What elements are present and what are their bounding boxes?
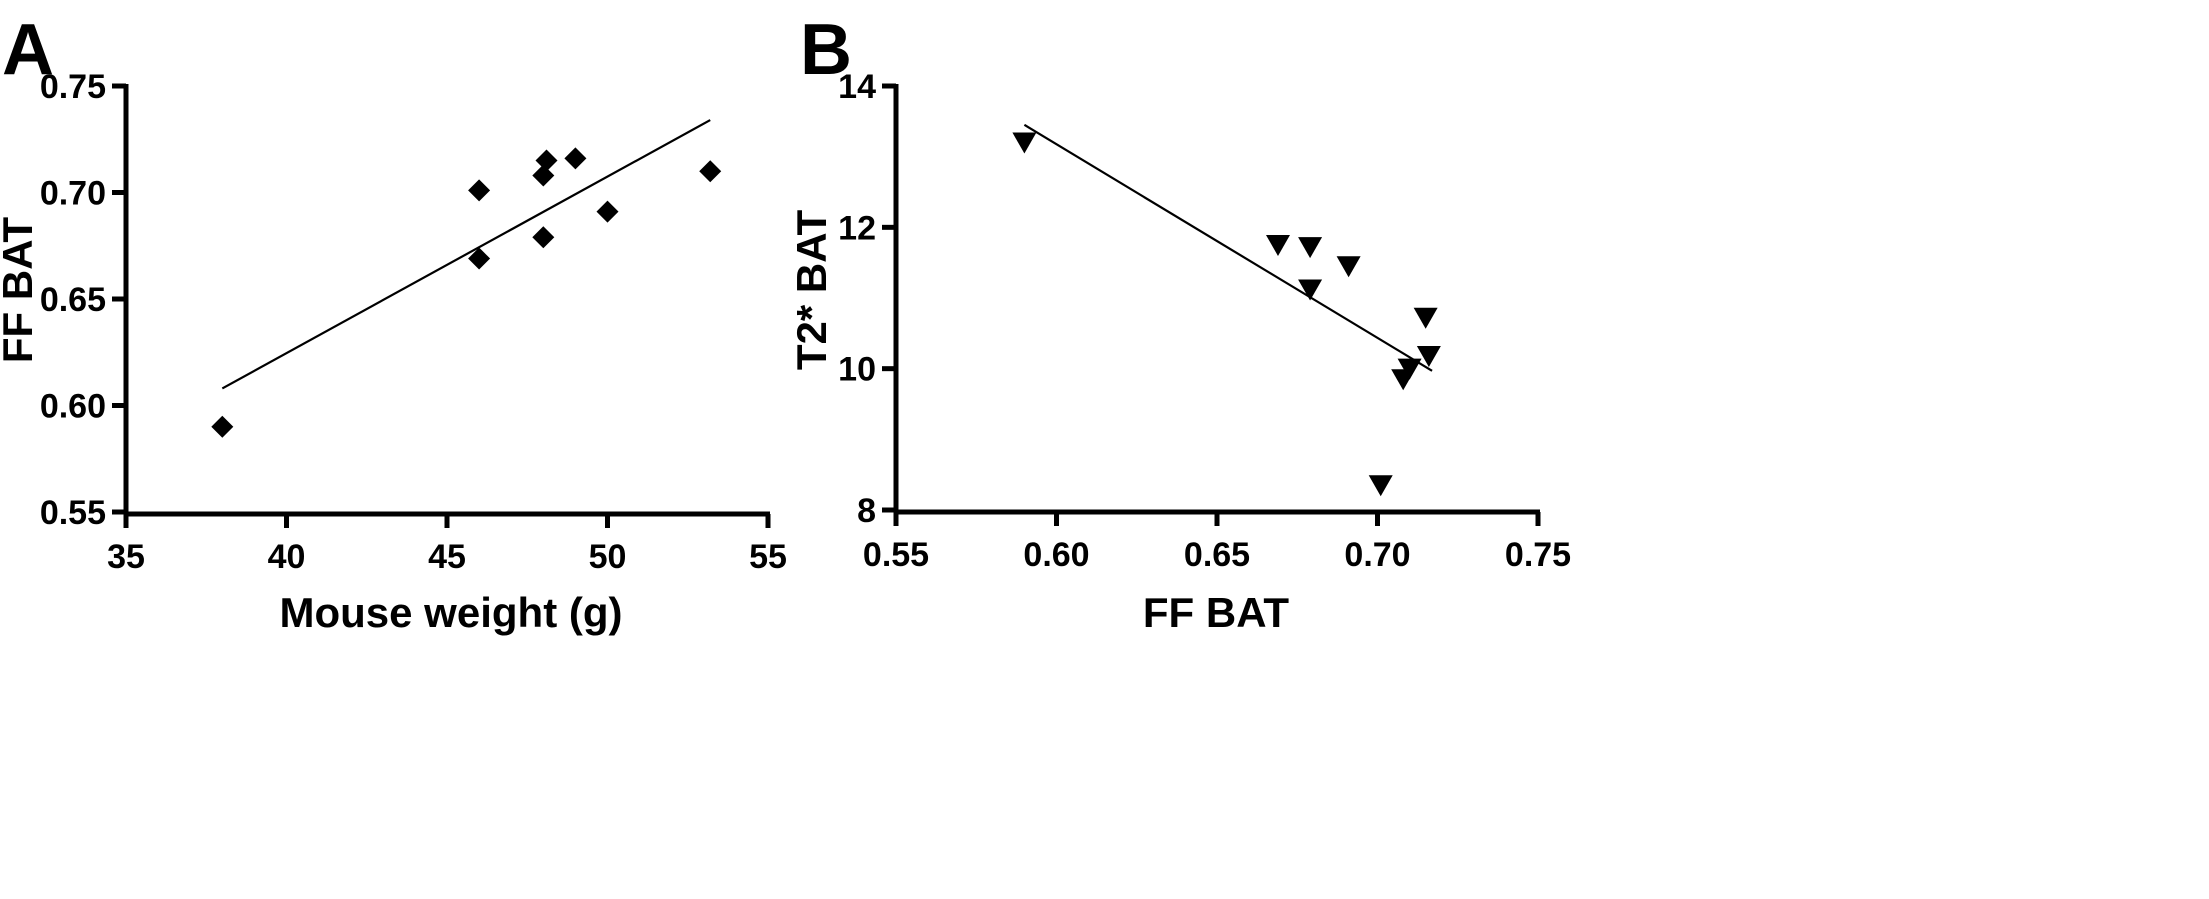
panel-a-data-point	[532, 164, 555, 187]
panel-a-data-point	[535, 149, 558, 172]
panel-a-fit-group	[221, 119, 711, 390]
panel-b-data-point	[1336, 256, 1361, 278]
panel-b-fit-line	[1023, 123, 1433, 372]
panel-b-data-point	[1413, 307, 1438, 329]
panel-b-y-tick-label: 14	[838, 68, 876, 106]
panel-a-y-tick-label: 0.75	[40, 68, 106, 106]
panel-b-data-point	[1298, 237, 1323, 259]
panel-a-data-point	[468, 247, 491, 270]
panel-b-x-tick-label: 0.65	[1184, 536, 1250, 574]
panel-b-data-point	[1416, 345, 1441, 367]
panel-b-y-axis-title: T2* BAT	[788, 210, 835, 371]
panel-a-x-tick-label: 40	[268, 538, 306, 576]
panel-b-data-point	[1298, 279, 1323, 301]
panel-a-data-point	[564, 147, 587, 170]
panel-a-y-tick-label: 0.55	[40, 494, 106, 532]
panel-a-data-point	[532, 226, 555, 249]
panel-a-y-tick-label: 0.70	[40, 175, 106, 213]
panel-a-y-tick-label: 0.60	[40, 388, 106, 426]
panel-a-y-axis-title: FF BAT	[0, 217, 41, 364]
panel-a-data-point	[468, 179, 491, 202]
panel-a-label: A	[2, 10, 54, 90]
panel-b-label: B	[800, 10, 852, 90]
panel-a-data-point	[211, 415, 234, 438]
panel-b-y-tick-label: 10	[838, 351, 876, 389]
panel-b-x-tick-label: 0.75	[1505, 536, 1571, 574]
panel-b-x-tick-label: 0.55	[863, 536, 929, 574]
panel-b-y-tick-label: 12	[838, 209, 876, 247]
panel-b-y-tick-label: 8	[857, 492, 876, 530]
panel-a-points	[211, 147, 722, 438]
panel-b-x-tick-label: 0.60	[1023, 536, 1089, 574]
panel-b: B 8 10 12 14 0.55 0.60 0.65 0.70 0.75 FF BAT T2…	[788, 10, 1571, 636]
panel-a-y-tick-label: 0.65	[40, 281, 106, 319]
panel-b-x-axis-title: FF BAT	[1143, 589, 1290, 636]
panel-a-x-ticks: 35 40 45 50 55	[107, 514, 787, 576]
panel-a-data-point	[596, 200, 619, 223]
panel-b-data-point	[1368, 475, 1393, 497]
panel-b-x-ticks: 0.55 0.60 0.65 0.70 0.75	[863, 512, 1571, 574]
panel-a-x-tick-label: 55	[749, 538, 787, 576]
panel-b-y-ticks: 8 10 12 14	[838, 68, 896, 530]
panel-a-data-point	[699, 160, 722, 183]
panel-b-data-point	[1012, 132, 1037, 154]
panel-b-data-point	[1397, 358, 1422, 380]
panel-b-points	[1012, 132, 1441, 497]
panel-a-x-tick-label: 45	[428, 538, 466, 576]
panel-a-x-tick-label: 35	[107, 538, 145, 576]
panel-b-fit-group	[1023, 123, 1433, 372]
panel-b-x-tick-label: 0.70	[1344, 536, 1410, 574]
panel-a: A 0.55 0.60 0.65 0.70 0.75 35 40 45 50 55 Mouse …	[0, 10, 787, 636]
panel-b-data-point	[1265, 235, 1290, 256]
panel-a-x-axis-title: Mouse weight (g)	[280, 589, 623, 636]
panel-a-x-tick-label: 50	[589, 538, 627, 576]
panel-a-y-ticks: 0.55 0.60 0.65 0.70 0.75	[40, 68, 126, 532]
panel-a-fit-line	[221, 119, 711, 390]
